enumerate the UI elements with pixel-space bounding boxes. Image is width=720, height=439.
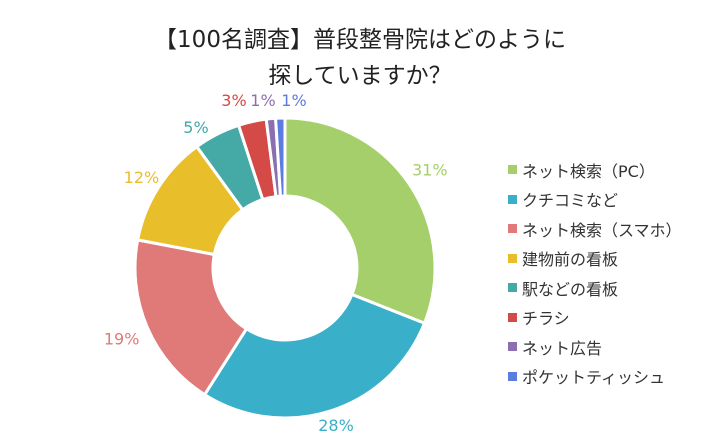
donut-slice — [202, 292, 427, 420]
legend-swatch — [508, 224, 517, 234]
data-label: 1% — [281, 91, 306, 110]
legend-item: 駅などの看板 — [508, 273, 682, 303]
chart-title-line-1: 【100名調査】普段整骨院はどのように — [154, 27, 566, 53]
data-label: 28% — [318, 416, 354, 435]
legend-swatch — [508, 194, 517, 204]
legend-swatch — [508, 312, 517, 322]
legend-label: チラシ — [522, 309, 570, 329]
legend-swatch — [508, 253, 517, 263]
legend-swatch — [508, 283, 517, 293]
donut-slice — [283, 116, 437, 326]
data-label: 31% — [412, 161, 448, 180]
chart-title: 【100名調査】普段整骨院はどのように 探していますか？ — [0, 22, 720, 94]
legend-label: 建物前の看板 — [522, 250, 619, 270]
legend-item: チラシ — [508, 303, 682, 333]
legend-item: ネット検索（スマホ） — [508, 214, 682, 244]
legend: ネット検索（PC） クチコミなどネット検索（スマホ） 建物前の看板 駅などの看板 チラシ… — [508, 155, 682, 391]
legend-label: ネット広告 — [522, 338, 603, 358]
chart-title-line-2: 探していますか？ — [268, 63, 452, 89]
legend-item: 建物前の看板 — [508, 244, 682, 274]
legend-item: クチコミなど — [508, 185, 682, 215]
legend-label: ネット検索（スマホ） — [522, 220, 682, 240]
legend-item: ポケットティッシュ — [508, 362, 682, 392]
data-label: 12% — [124, 168, 160, 187]
legend-swatch — [508, 342, 517, 352]
legend-label: クチコミなど — [522, 191, 619, 211]
legend-item: ネット検索（PC） — [508, 155, 682, 185]
legend-label: 駅などの看板 — [522, 279, 619, 299]
donut-slice — [273, 116, 287, 198]
legend-swatch — [508, 371, 517, 381]
legend-label: ポケットティッシュ — [522, 368, 666, 388]
data-label: 5% — [183, 118, 208, 137]
legend-label: ネット検索（PC） — [522, 161, 655, 181]
data-label: 19% — [104, 330, 140, 349]
data-label: 1% — [250, 91, 275, 110]
legend-item: ネット広告 — [508, 332, 682, 362]
donut-slice — [133, 238, 249, 397]
legend-swatch — [508, 165, 517, 175]
data-label: 3% — [221, 91, 246, 110]
